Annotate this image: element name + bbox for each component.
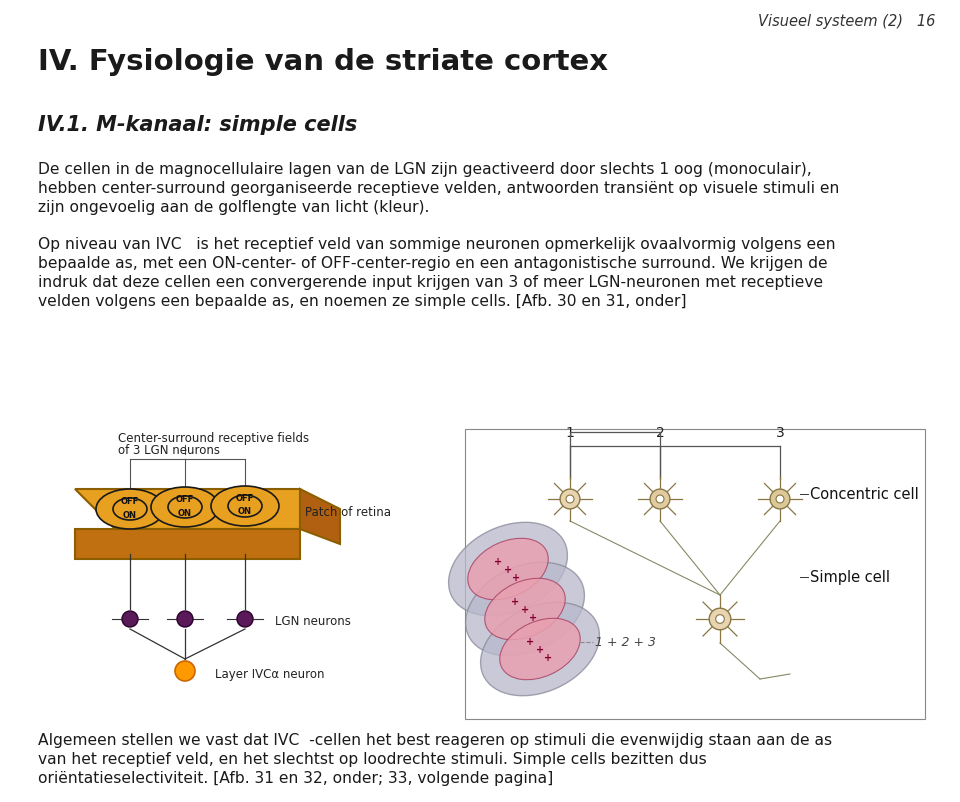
Circle shape — [650, 489, 670, 509]
Ellipse shape — [151, 488, 219, 528]
Circle shape — [122, 611, 138, 627]
Text: +: + — [521, 604, 529, 614]
Text: oriëntatieselectiviteit. [Afb. 31 en 32, onder; 33, volgende pagina]: oriëntatieselectiviteit. [Afb. 31 en 32,… — [38, 770, 553, 785]
Ellipse shape — [481, 602, 599, 696]
Ellipse shape — [466, 562, 585, 656]
Circle shape — [175, 661, 195, 681]
Text: +: + — [504, 565, 512, 574]
Text: IV. Fysiologie van de striate cortex: IV. Fysiologie van de striate cortex — [38, 48, 608, 76]
Text: ON: ON — [178, 508, 192, 516]
Text: 3: 3 — [776, 426, 784, 439]
Circle shape — [715, 615, 725, 623]
Text: +: + — [544, 652, 552, 662]
Text: ON: ON — [123, 510, 137, 519]
Ellipse shape — [448, 523, 567, 616]
Circle shape — [237, 611, 253, 627]
Polygon shape — [75, 489, 340, 529]
Ellipse shape — [468, 539, 548, 600]
Text: bepaalde as, met een ON-center- of OFF-center-regio en een antagonistische surro: bepaalde as, met een ON-center- of OFF-c… — [38, 256, 828, 270]
Ellipse shape — [168, 496, 202, 518]
Text: +: + — [494, 557, 502, 566]
Text: OFF: OFF — [236, 494, 254, 503]
Ellipse shape — [485, 578, 565, 640]
Ellipse shape — [96, 489, 164, 529]
Text: OFF: OFF — [121, 497, 139, 506]
Ellipse shape — [228, 496, 262, 517]
Text: LGN neurons: LGN neurons — [275, 615, 350, 628]
Text: +: + — [526, 636, 534, 646]
Text: Concentric cell: Concentric cell — [810, 487, 919, 502]
Text: De cellen in de magnocellulaire lagen van de LGN zijn geactiveerd door slechts 1: De cellen in de magnocellulaire lagen va… — [38, 162, 812, 176]
Text: Layer IVCα neuron: Layer IVCα neuron — [215, 668, 324, 681]
Circle shape — [656, 496, 664, 504]
Circle shape — [709, 609, 731, 630]
Text: Op niveau van IVC   is het receptief veld van sommige neuronen opmerkelijk ovaal: Op niveau van IVC is het receptief veld … — [38, 237, 835, 252]
Text: hebben center-surround georganiseerde receptieve velden, antwoorden transiënt op: hebben center-surround georganiseerde re… — [38, 180, 839, 196]
Polygon shape — [300, 489, 340, 545]
Text: 1: 1 — [565, 426, 574, 439]
Text: +: + — [511, 596, 519, 606]
Text: ON: ON — [238, 507, 252, 516]
Text: IV.1. M-kanaal: simple cells: IV.1. M-kanaal: simple cells — [38, 115, 357, 135]
FancyBboxPatch shape — [465, 429, 925, 719]
Text: +: + — [512, 573, 520, 582]
Text: Simple cell: Simple cell — [810, 569, 890, 585]
Circle shape — [566, 496, 574, 504]
Text: 2: 2 — [656, 426, 664, 439]
Text: OFF: OFF — [176, 495, 194, 504]
Ellipse shape — [113, 498, 147, 520]
Text: Visueel systeem (2)   16: Visueel systeem (2) 16 — [757, 14, 935, 29]
Text: 1 + 2 + 3: 1 + 2 + 3 — [595, 636, 656, 649]
Text: velden volgens een bepaalde as, en noemen ze simple cells. [Afb. 30 en 31, onder: velden volgens een bepaalde as, en noeme… — [38, 294, 686, 309]
Text: Center-surround receptive fields: Center-surround receptive fields — [118, 431, 309, 444]
Ellipse shape — [500, 618, 580, 680]
Text: Patch of retina: Patch of retina — [305, 505, 391, 518]
Text: Algemeen stellen we vast dat IVC  -cellen het best reageren op stimuli die evenw: Algemeen stellen we vast dat IVC -cellen… — [38, 732, 832, 747]
Polygon shape — [75, 529, 300, 559]
Text: +: + — [536, 644, 544, 654]
Text: of 3 LGN neurons: of 3 LGN neurons — [118, 444, 220, 456]
Circle shape — [776, 496, 784, 504]
Text: +: + — [529, 612, 537, 622]
Circle shape — [770, 489, 790, 509]
Text: indruk dat deze cellen een convergerende input krijgen van 3 of meer LGN-neurone: indruk dat deze cellen een convergerende… — [38, 274, 823, 290]
Circle shape — [177, 611, 193, 627]
Text: zijn ongevoelig aan de golflengte van licht (kleur).: zijn ongevoelig aan de golflengte van li… — [38, 200, 429, 215]
Text: van het receptief veld, en het slechtst op loodrechte stimuli. Simple cells bezi: van het receptief veld, en het slechtst … — [38, 751, 707, 766]
Circle shape — [560, 489, 580, 509]
Ellipse shape — [211, 486, 279, 526]
